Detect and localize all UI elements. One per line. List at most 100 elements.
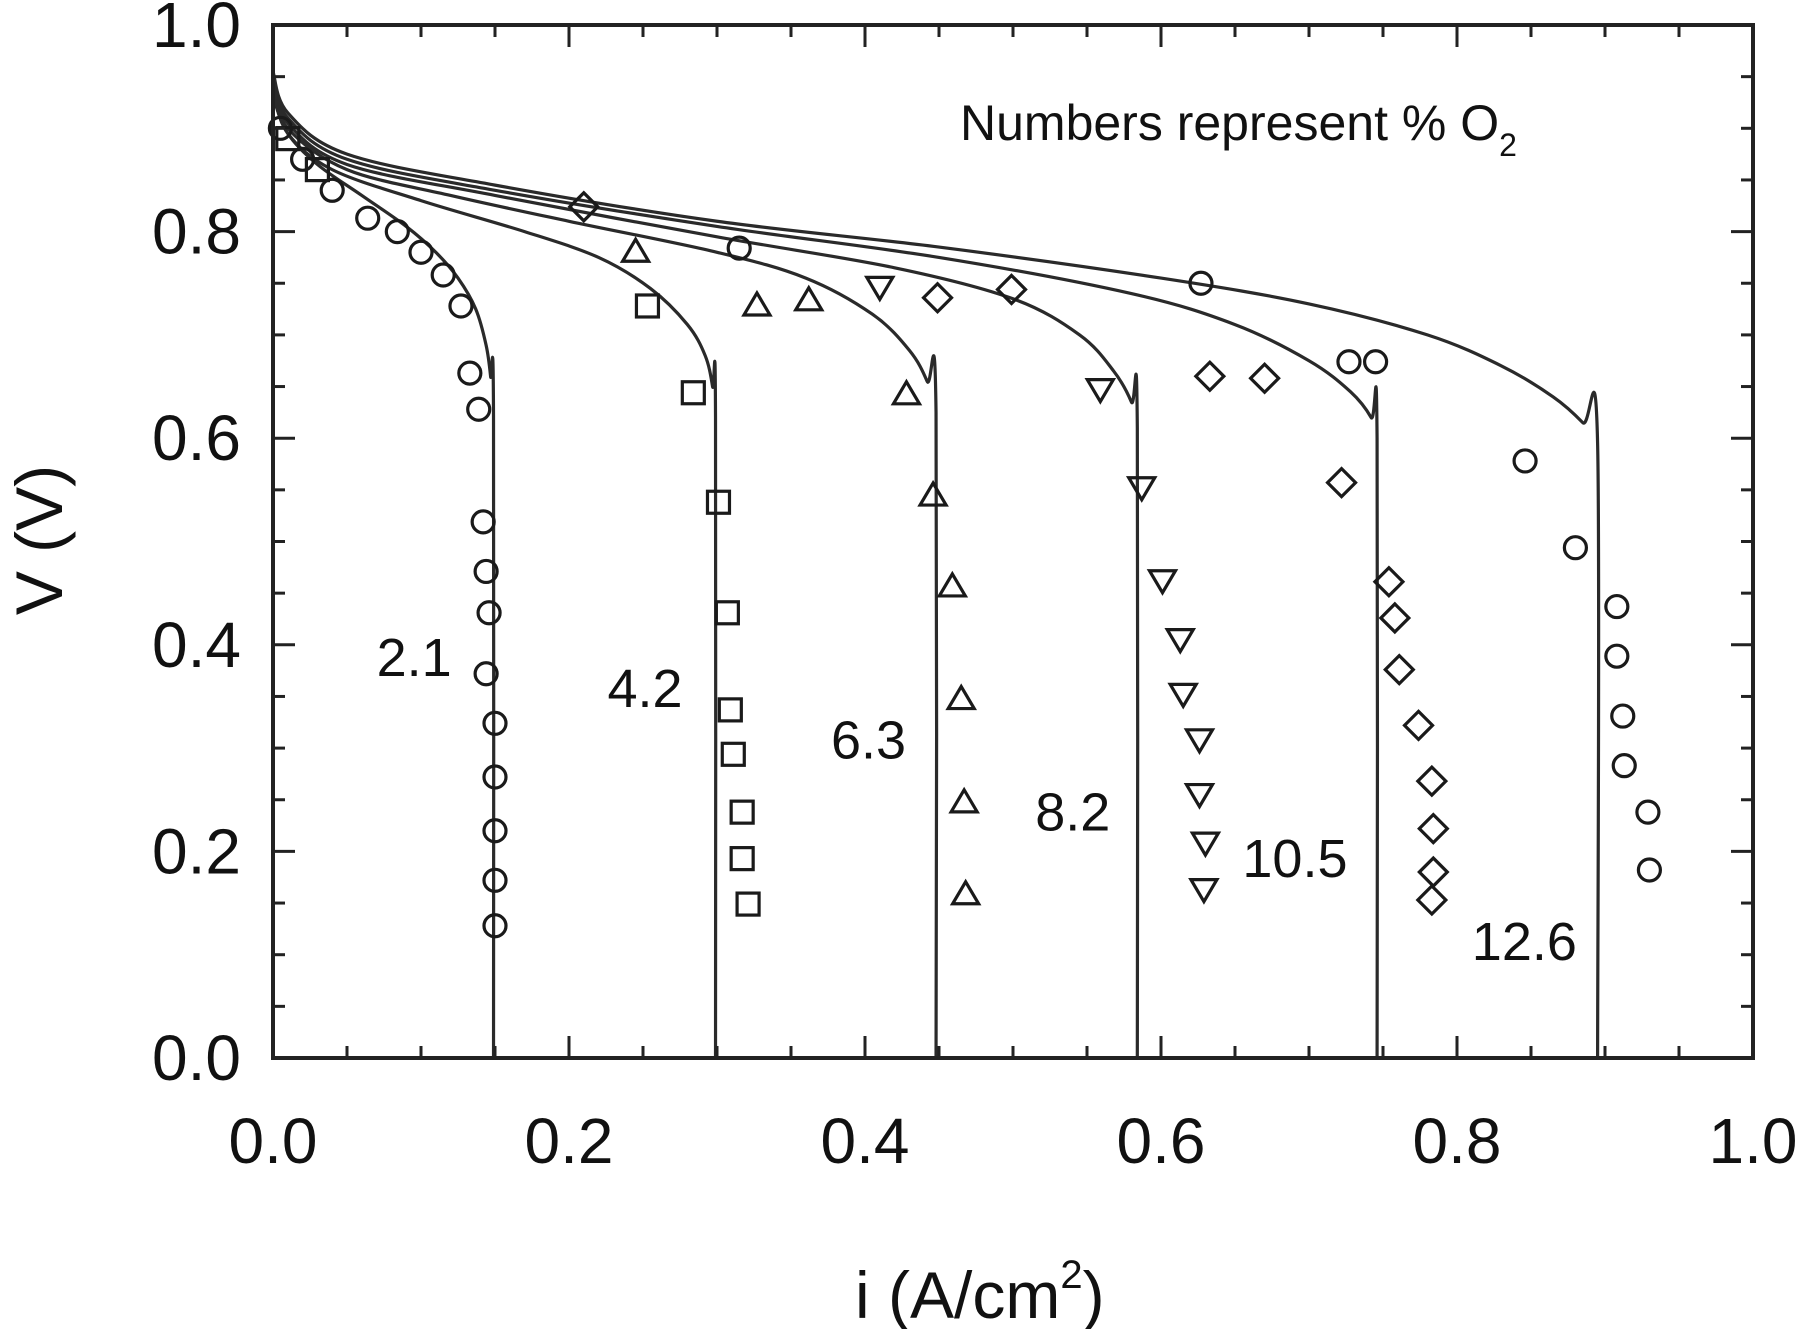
series-label-2-1: 2.1 — [377, 628, 452, 688]
y-tick-label: 1.0 — [152, 0, 241, 61]
circle-marker — [1188, 270, 1214, 296]
diamond-marker — [1415, 883, 1449, 917]
circle-marker — [1604, 593, 1630, 620]
circle-marker — [355, 205, 381, 231]
circle-marker — [384, 219, 410, 245]
triangle-down-marker — [1164, 628, 1197, 655]
circle-marker — [482, 913, 508, 939]
square-marker — [304, 157, 330, 183]
circle-marker — [470, 509, 496, 535]
model-curve-8-2 — [271, 81, 1140, 1059]
x-tick-label: 0.0 — [229, 1105, 318, 1177]
circle-marker — [448, 293, 474, 319]
circle-marker — [430, 262, 456, 288]
data-markers — [267, 115, 1663, 939]
model-curve-12-6 — [271, 70, 1601, 1059]
triangle-down-marker — [1084, 378, 1117, 405]
square-marker — [720, 741, 746, 767]
circle-marker — [1362, 349, 1389, 375]
y-tick-label: 0.6 — [152, 402, 241, 474]
diamond-marker — [1417, 855, 1450, 889]
circle-marker — [1610, 703, 1636, 729]
annotation: Numbers represent % O2 — [960, 95, 1517, 163]
model-curve-2-1 — [271, 96, 496, 1059]
y-axis-title: V (V) — [2, 465, 76, 615]
circle-marker — [482, 867, 508, 893]
diamond-marker — [1417, 812, 1450, 845]
x-tick-label: 1.0 — [1709, 1105, 1798, 1177]
circle-marker — [1562, 535, 1589, 561]
diamond-marker — [1383, 653, 1416, 686]
circle-marker — [1512, 448, 1538, 474]
triangle-up-marker — [917, 479, 949, 507]
series-4-2-markers — [275, 126, 761, 917]
triangle-down-marker — [1125, 476, 1158, 503]
triangle-up-marker — [949, 878, 982, 906]
series-8-2-markers — [863, 275, 1222, 905]
model-curve-6-3 — [271, 86, 939, 1059]
circle-marker — [1611, 753, 1637, 779]
diamond-marker — [1378, 601, 1412, 635]
circle-marker — [1604, 643, 1630, 669]
triangle-down-marker — [1188, 877, 1220, 905]
triangle-down-marker — [1183, 728, 1216, 755]
circle-marker — [1635, 799, 1661, 825]
diamond-marker — [1193, 359, 1227, 393]
y-tick-labels: 0.0 0.2 0.4 0.6 0.8 1.0 — [152, 0, 241, 1094]
series-2-1-markers — [267, 115, 508, 939]
x-tick-labels: 0.0 0.2 0.4 0.6 0.8 1.0 — [229, 1105, 1798, 1177]
x-axis-title: i (A/cm2) — [855, 1253, 1105, 1329]
series-label-8-2: 8.2 — [1035, 783, 1110, 843]
diamond-marker — [1248, 362, 1281, 395]
circle-marker — [473, 558, 499, 585]
y-tick-label: 0.0 — [152, 1022, 241, 1094]
diamond-marker — [1325, 466, 1358, 499]
y-tick-label: 0.4 — [152, 609, 241, 681]
triangle-up-marker — [948, 786, 980, 814]
diamond-marker — [921, 281, 954, 314]
annotation-subscript: 2 — [1499, 127, 1517, 163]
series-label-6-3: 6.3 — [831, 710, 906, 770]
circle-marker — [473, 661, 499, 687]
series-6-3-markers — [619, 236, 982, 906]
x-tick-label: 0.4 — [821, 1105, 910, 1177]
circle-marker — [408, 239, 434, 265]
triangle-up-marker — [619, 236, 652, 263]
square-marker — [705, 489, 732, 515]
series-label-10-5: 10.5 — [1242, 829, 1347, 889]
model-lines — [271, 70, 1601, 1059]
square-marker — [717, 697, 743, 723]
y-tick-label: 0.8 — [152, 196, 241, 268]
circle-marker — [482, 818, 508, 844]
circle-marker — [466, 396, 492, 422]
series-label-12-6: 12.6 — [1472, 912, 1577, 972]
y-tick-label: 0.2 — [152, 815, 241, 887]
x-tick-label: 0.2 — [525, 1105, 614, 1177]
circle-marker — [482, 710, 508, 736]
circle-marker — [457, 360, 483, 386]
square-marker — [735, 891, 761, 917]
x-tick-label: 0.8 — [1413, 1105, 1502, 1177]
diamond-marker — [567, 190, 601, 224]
circle-marker — [319, 177, 345, 203]
triangle-up-marker — [936, 570, 969, 598]
model-curve-10-5 — [271, 76, 1380, 1059]
triangle-down-marker — [863, 275, 896, 303]
square-marker — [634, 293, 661, 319]
series-12-6-markers — [726, 235, 1663, 883]
triangle-up-marker — [792, 284, 825, 312]
square-marker — [714, 600, 740, 626]
plot-frame — [271, 23, 1755, 1060]
series-10-5-markers — [567, 190, 1450, 917]
series-labels: 2.1 4.2 6.3 8.2 10.5 12.6 — [377, 628, 1577, 972]
square-marker — [275, 126, 301, 152]
diamond-marker — [995, 273, 1028, 306]
diamond-marker — [1402, 709, 1435, 742]
x-tick-label: 0.6 — [1117, 1105, 1206, 1177]
series-label-4-2: 4.2 — [607, 659, 682, 719]
x-axis-title-superscript: 2 — [1060, 1253, 1082, 1297]
triangle-up-marker — [890, 378, 923, 406]
circle-marker — [476, 600, 502, 626]
triangle-down-marker — [1167, 682, 1200, 710]
